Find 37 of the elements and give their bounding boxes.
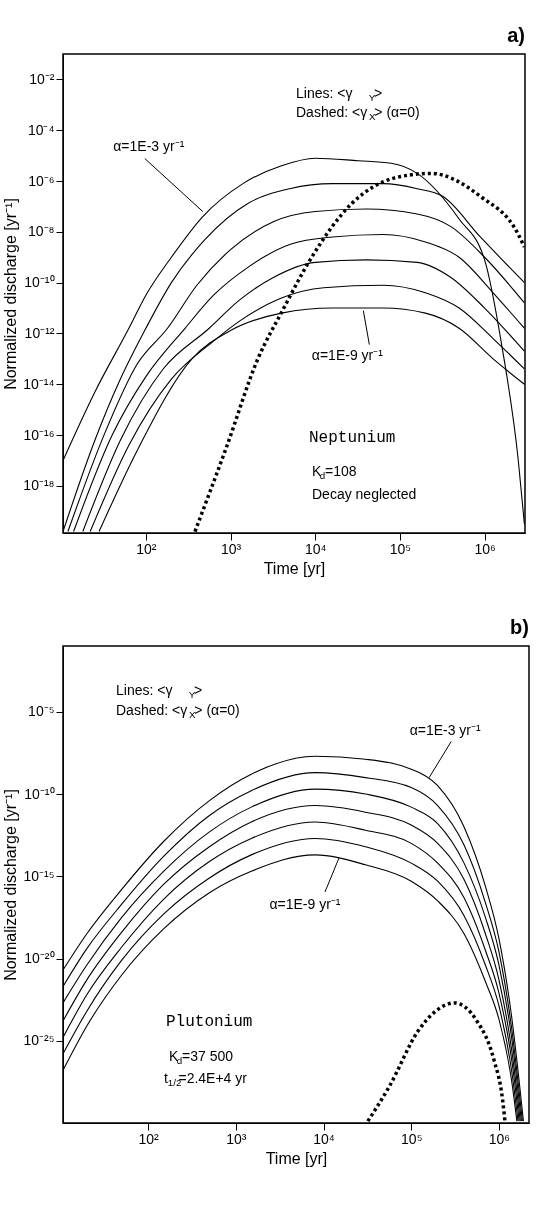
annotation: α=1E-9 yr⁻¹ (269, 895, 341, 912)
x-tick-label: 10³ (220, 540, 242, 557)
annotation: α=1E-9 yr⁻¹ (311, 346, 384, 363)
x-tick-label: 10³ (226, 1130, 247, 1147)
annotation: α=1E-3 yr⁻¹ (113, 137, 185, 154)
x-tick-label: 10⁶ (474, 540, 496, 557)
y-tick-label: 10⁻⁸ (28, 223, 55, 240)
y-tick-label: 10⁻¹⁶ (23, 426, 55, 443)
y-tick-label: 10⁻²⁰ (24, 950, 55, 967)
y-tick-label: 10⁻¹⁴ (23, 375, 55, 392)
y-tick-label: 10⁻² (29, 70, 55, 87)
x-tick-label: 10⁵ (401, 1130, 423, 1147)
y-tick-label: 10⁻⁴ (27, 121, 55, 138)
chart-title: b) (510, 616, 529, 638)
y-axis-title: Normalized discharge [yr⁻¹] (2, 198, 20, 390)
y-tick-label: 10⁻¹⁰ (24, 785, 55, 802)
x-tick-label: 10⁴ (304, 540, 327, 557)
x-axis-title: Time [yr] (265, 1149, 328, 1167)
y-tick-label: 10⁻⁵ (28, 703, 55, 720)
y-tick-label: 10⁻¹⁵ (23, 867, 55, 884)
x-tick-label: 10⁴ (313, 1130, 335, 1147)
y-tick-label: 10⁻⁶ (28, 172, 55, 189)
y-tick-label: 10⁻¹⁸ (23, 477, 55, 494)
chart-title: a) (507, 24, 525, 46)
x-tick-label: 10² (136, 540, 157, 557)
x-tick-label: 10² (138, 1130, 160, 1147)
annotation: α=1E-3 yr⁻¹ (409, 721, 482, 738)
y-tick-label: 10⁻¹⁰ (24, 274, 55, 291)
x-tick-label: 10⁶ (488, 1130, 511, 1147)
annotation: Decay neglected (312, 486, 417, 502)
x-tick-label: 10⁵ (389, 540, 412, 557)
y-tick-label: 10⁻¹² (24, 324, 55, 341)
annotation: Neptunium (309, 429, 396, 447)
y-axis-title: Normalized discharge [yr⁻¹] (2, 789, 20, 981)
annotation: Plutonium (166, 1013, 253, 1031)
y-tick-label: 10⁻²⁵ (23, 1032, 55, 1049)
x-axis-title: Time [yr] (263, 559, 326, 577)
